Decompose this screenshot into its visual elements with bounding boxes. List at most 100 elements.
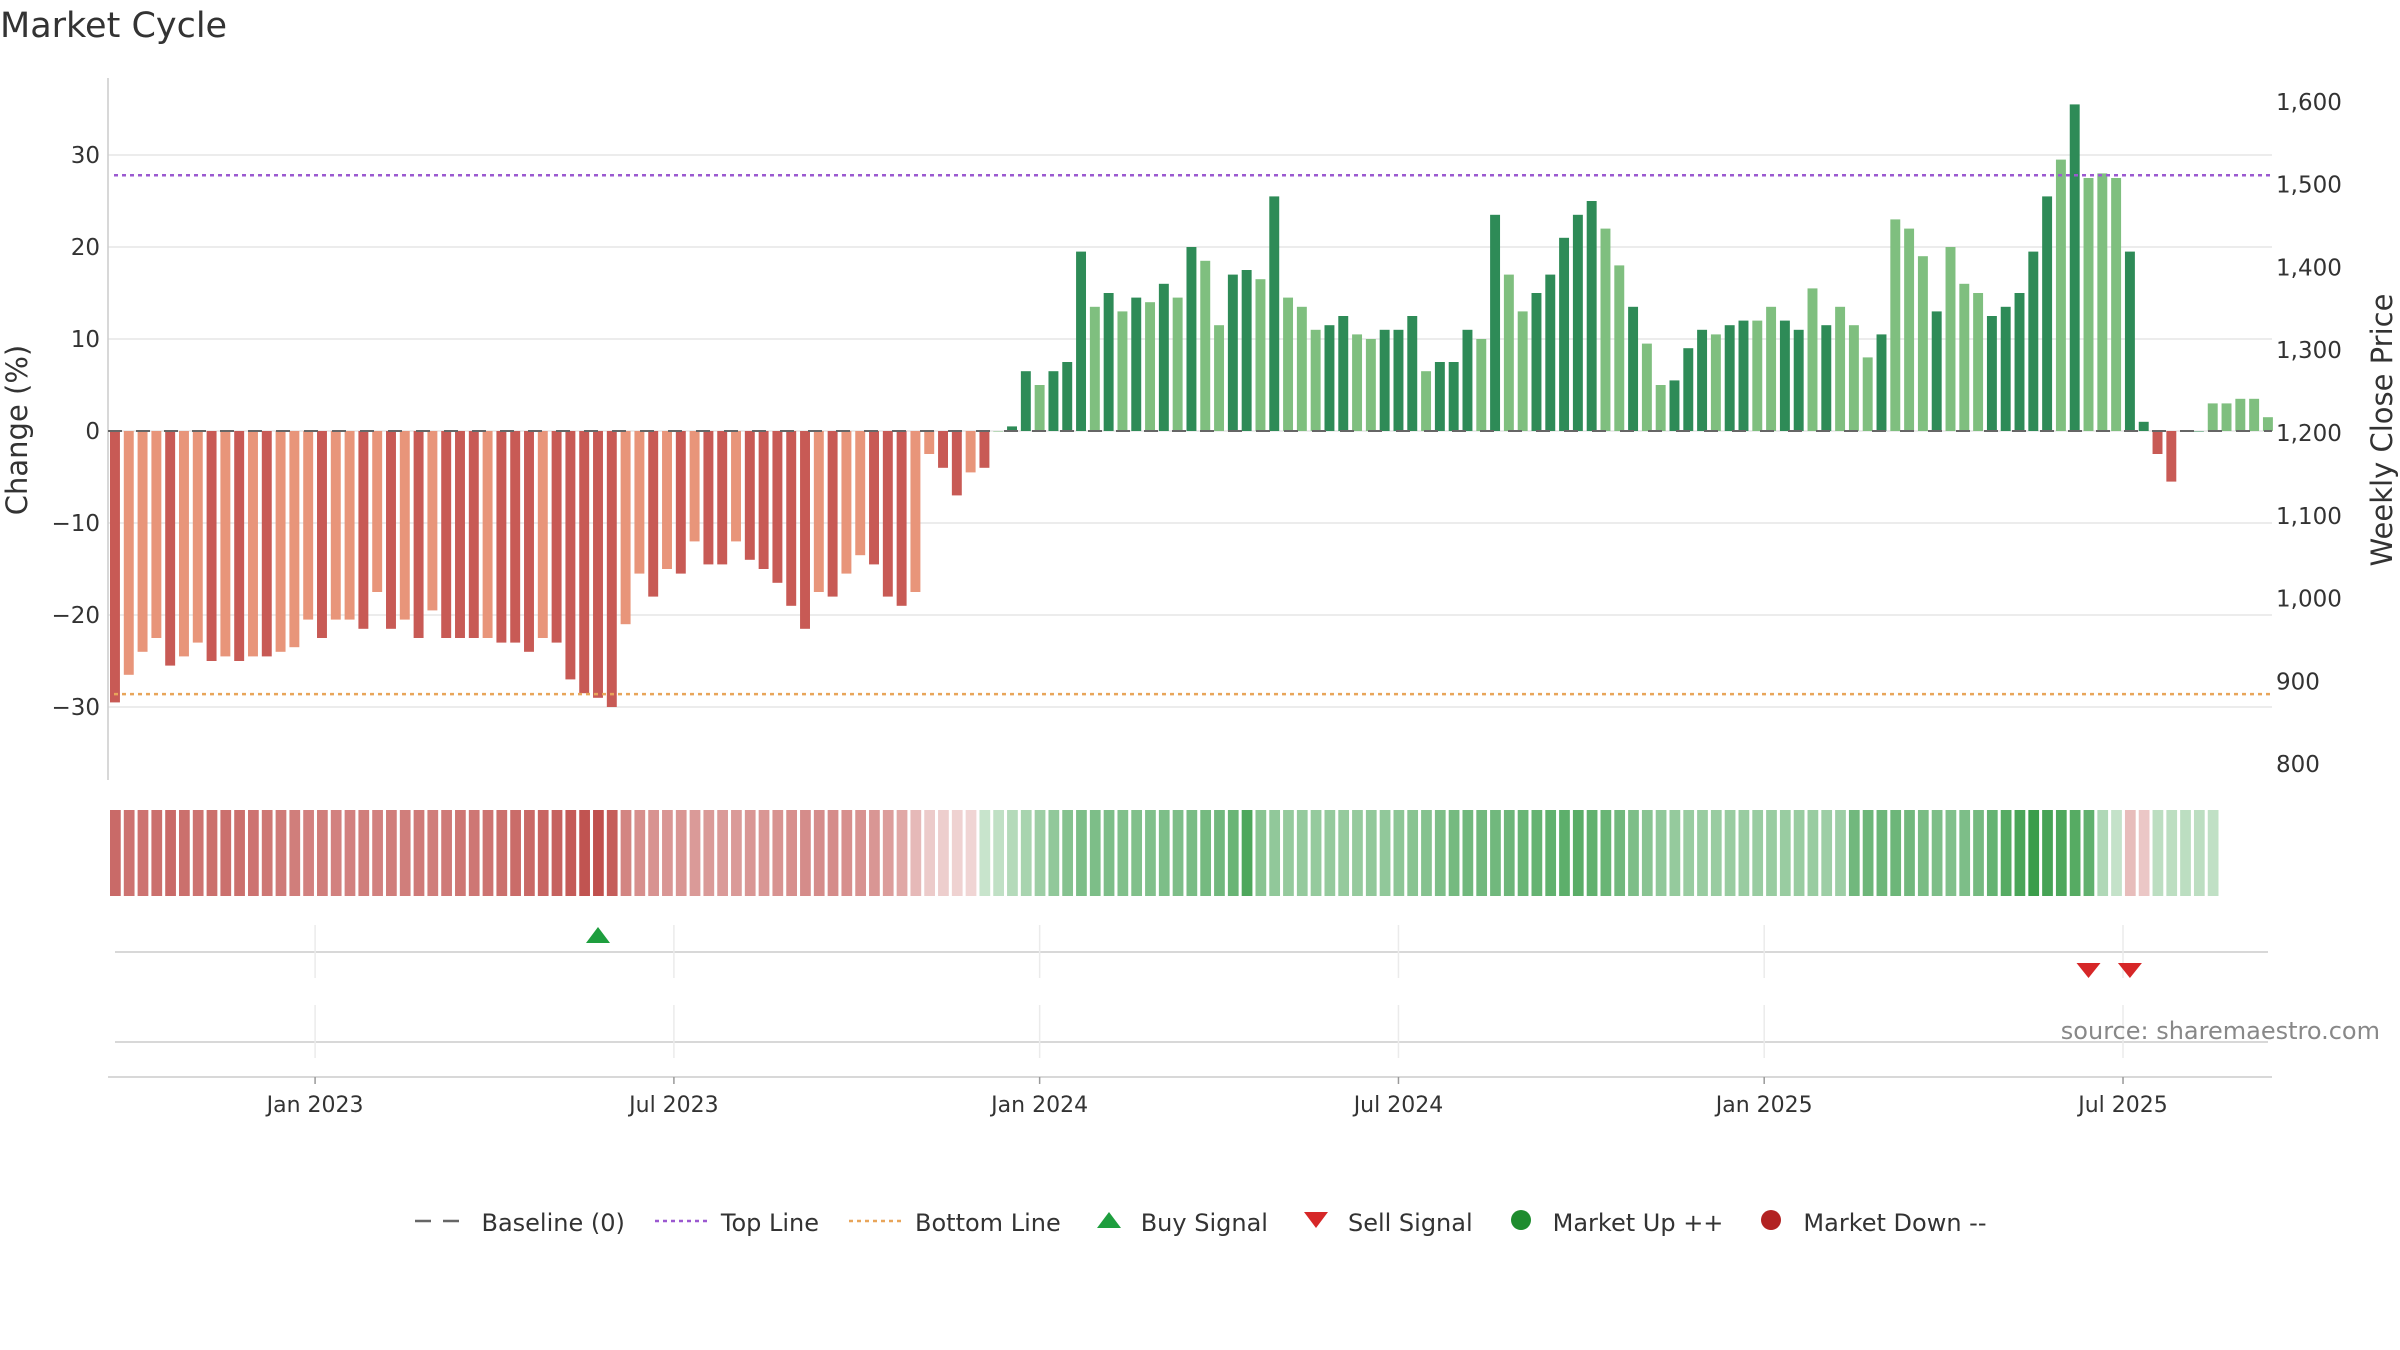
heat-cell [220,810,232,896]
heat-cell [1283,810,1294,896]
bar [206,431,217,661]
heat-cell [938,810,949,896]
bar [1324,325,1335,431]
heat-cell [1710,810,1722,896]
bar [938,431,948,468]
bar [951,431,962,496]
heat-cell [399,810,411,896]
bar [2000,306,2011,431]
bar [731,431,741,542]
legend-label: Buy Signal [1140,1209,1268,1237]
heat-cell [634,810,646,896]
x-tick-label: Jul 2024 [1352,1093,1444,1118]
bar [1807,288,1818,431]
heat-cell [1227,810,1239,896]
bar [1241,270,1252,431]
bar [1007,426,1018,431]
y-left-tick-label: 20 [71,235,100,261]
heat-cell [1310,810,1322,896]
y-right-tick-label: 1,300 [2276,338,2342,364]
bar [1614,265,1625,431]
bar [882,431,893,597]
heat-cell [1917,810,1929,896]
heat-cell [1379,810,1391,896]
y-left-tick-label: 30 [71,143,100,169]
bar [2083,178,2094,431]
heat-cell [427,810,439,896]
source-label: source: sharemaestro.com [2061,1017,2380,1045]
heat-cell [1835,810,1846,896]
bar [1296,306,1307,431]
bar [813,431,824,592]
bar [620,431,631,625]
heat-cell [2014,810,2026,896]
heat-cell [2097,810,2109,896]
heat-cell [468,810,480,896]
heat-cell [1973,810,1984,896]
bar [386,431,396,629]
buy-signal-marker [586,927,611,943]
heat-cell [1421,810,1432,896]
bar [179,431,189,657]
bar [1131,297,1142,431]
heat-cell [1572,810,1584,896]
sell-signal-marker [2076,963,2101,978]
legend-label: Top Line [720,1209,820,1237]
heat-cell [772,810,784,896]
legend-item-top: Top Line [653,1209,819,1237]
bar [965,431,976,473]
bar [510,431,521,643]
heat-cell [579,810,590,896]
heat-cell [344,810,356,896]
bar [606,431,617,707]
heat-cell [358,810,370,896]
heat-cell [689,810,701,896]
legend-marker-top-icon [653,1209,709,1237]
heat-cell [1255,810,1267,896]
legend-marker-up-icon [1501,1208,1541,1238]
y-right-tick-label: 1,500 [2276,173,2342,199]
heat-cell [179,810,190,896]
heat-cell [1448,810,1460,896]
heat-cell [206,810,218,896]
heat-cell [1007,810,1018,896]
heat-cell [855,810,866,896]
bar [1779,320,1790,431]
heat-cell [1476,810,1488,896]
heat-cell [1628,810,1639,896]
heat-cell [675,810,687,896]
heat-cell [924,810,935,896]
bar [1655,385,1666,431]
bar [1862,357,1873,431]
y-right-tick-label: 1,100 [2276,504,2342,530]
bar [524,431,534,652]
bar [1697,329,1708,431]
legend-item-bottom: Bottom Line [847,1209,1061,1237]
bar [1917,256,1928,431]
bar [634,431,645,574]
bar [1103,293,1114,431]
bar [1048,371,1059,431]
bar [192,431,203,643]
bar [137,431,148,652]
bar [993,431,1004,432]
heat-cell [620,810,632,896]
heat-cell [606,810,618,896]
heat-cell [1352,810,1363,896]
heat-cell [2180,810,2191,896]
heat-cell [261,810,273,896]
bar [1683,348,1694,431]
heat-cell [1752,810,1764,896]
heat-cell [1862,810,1874,896]
bar [744,431,755,560]
heat-cell [1241,810,1253,896]
bar [151,431,162,638]
heat-cell [1600,810,1612,896]
x-tick-label: Jan 2023 [265,1093,364,1118]
bar [1172,297,1183,431]
heat-cell [1200,810,1212,896]
heat-cell [1545,810,1557,896]
bar [869,431,879,565]
legend-item-down: Market Down -- [1751,1208,1987,1238]
bar [1724,325,1735,431]
